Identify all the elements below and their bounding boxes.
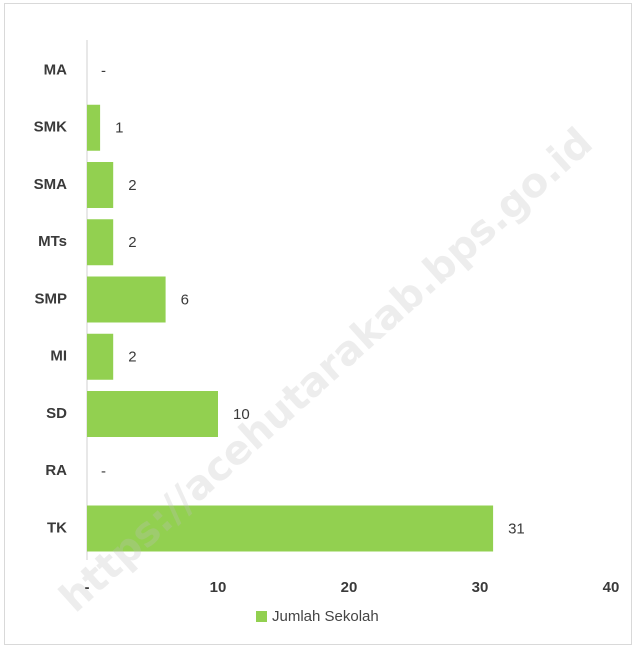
bar-mi [87, 333, 114, 380]
legend: Jumlah Sekolah [256, 608, 379, 625]
bar-smp [87, 276, 166, 323]
legend-label: Jumlah Sekolah [272, 608, 379, 625]
bar-sd [87, 391, 218, 437]
data-label-ra: - [101, 463, 106, 480]
legend-swatch [256, 611, 267, 622]
bar-tk [87, 505, 494, 552]
data-label-sd: 10 [233, 406, 250, 423]
data-label-ma: - [101, 62, 106, 79]
x-tick-label-2: 20 [341, 579, 358, 596]
bar-mts [87, 219, 114, 266]
bars-group [87, 104, 494, 552]
data-label-mi: 2 [128, 349, 136, 366]
category-label-mts: MTs [38, 233, 67, 250]
data-label-smk: 1 [115, 120, 123, 137]
data-label-tk: 31 [508, 520, 525, 537]
category-label-tk: TK [47, 519, 67, 536]
value-axis-tick-labels: - 10 20 30 40 [85, 579, 620, 596]
bar-smk [87, 104, 101, 151]
category-label-smk: SMK [34, 119, 68, 136]
data-labels: - 1 2 2 6 2 10 - 31 [101, 62, 525, 537]
category-label-sd: SD [46, 405, 67, 422]
category-label-ra: RA [45, 462, 67, 479]
x-tick-label-0: - [85, 579, 90, 596]
x-tick-label-1: 10 [210, 579, 227, 596]
data-label-mts: 2 [128, 234, 136, 251]
data-label-smp: 6 [181, 291, 189, 308]
category-label-mi: MI [50, 348, 67, 365]
x-tick-label-3: 30 [472, 579, 489, 596]
data-label-sma: 2 [128, 177, 136, 194]
category-label-sma: SMA [34, 176, 68, 193]
x-tick-label-4: 40 [603, 579, 620, 596]
bar-sma [87, 162, 114, 208]
category-label-ma: MA [44, 61, 67, 78]
category-label-smp: SMP [34, 290, 67, 307]
category-labels: MA SMK SMA MTs SMP MI SD RA TK [34, 61, 68, 536]
